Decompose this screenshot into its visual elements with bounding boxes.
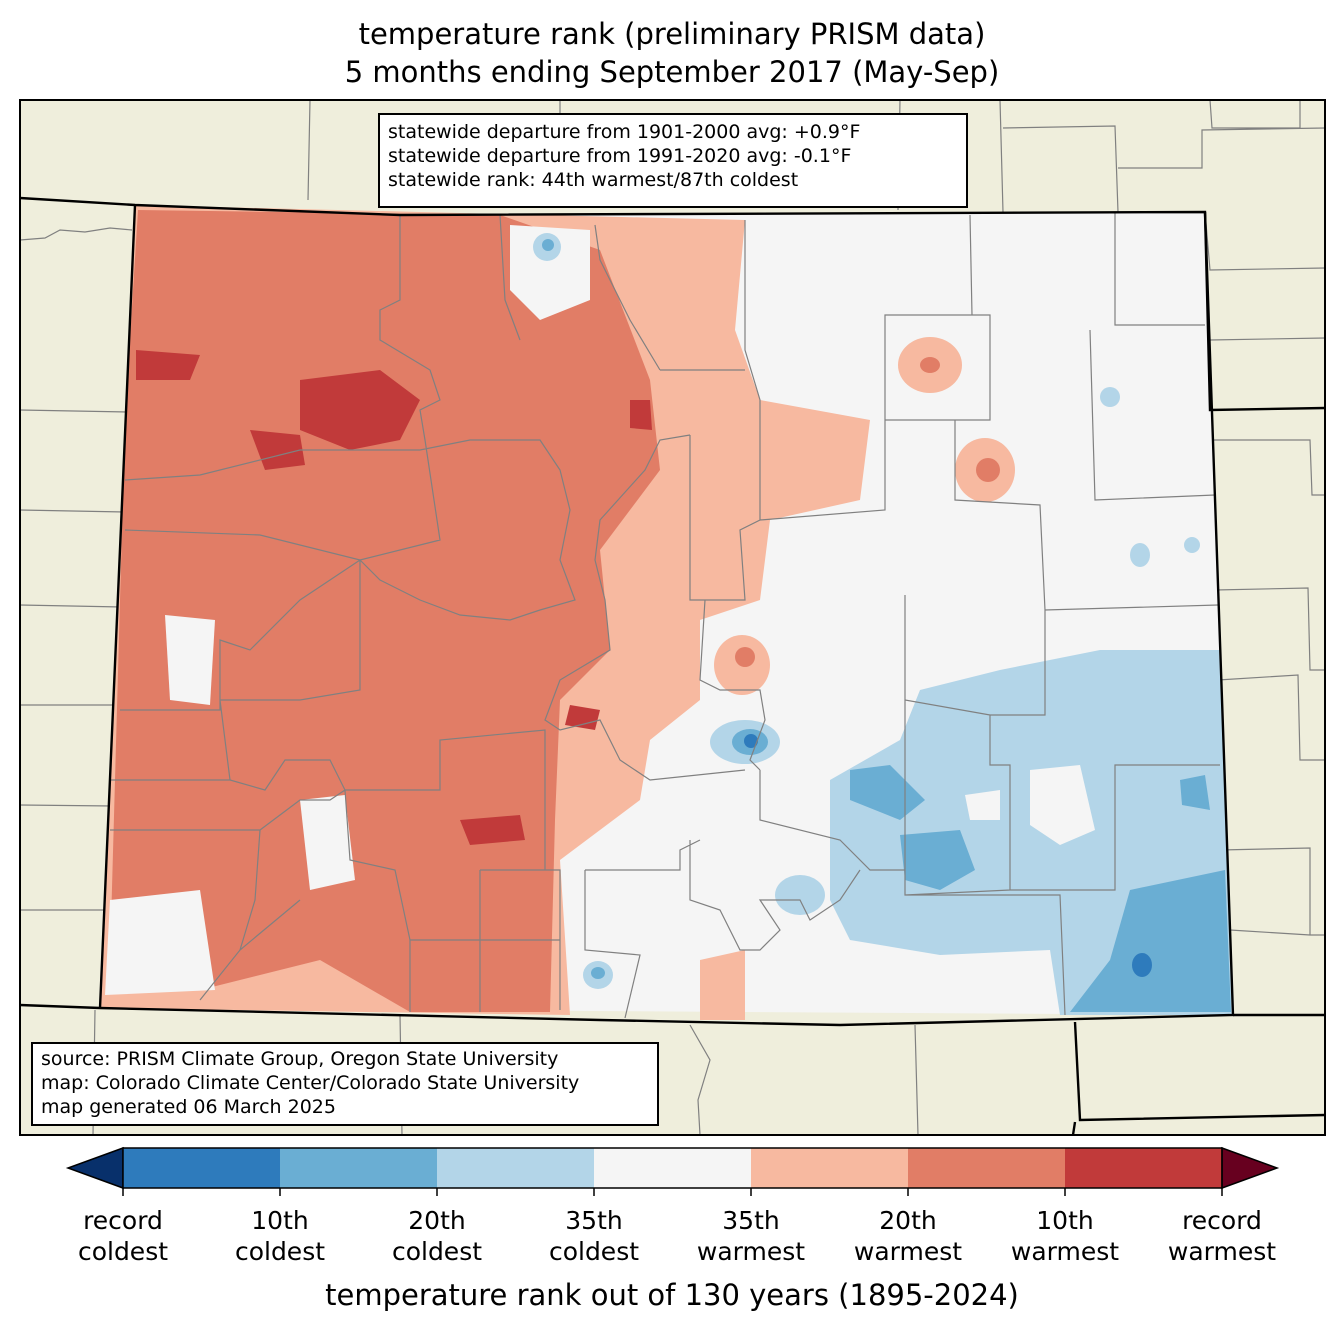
map-title-line1: temperature rank (preliminary PRISM data… [358, 17, 986, 51]
normal-pocket-3 [105, 890, 215, 995]
tick-label-rank: 20th [879, 1206, 937, 1235]
tick-label-rank: 35th [722, 1206, 780, 1235]
warm-region-strong-2 [250, 430, 305, 470]
cool-region-medium-3 [1070, 870, 1231, 1012]
cool-spot-southeast-core [1132, 953, 1152, 977]
colorbar-segment [908, 1148, 1066, 1188]
tick-label-rank: record [1182, 1206, 1262, 1235]
statewide-stats-box: statewide departure from 1901-2000 avg: … [378, 113, 968, 208]
warm-region-strong-6 [630, 400, 652, 430]
cool-spot-east-2 [1184, 537, 1200, 553]
tick-label-rank: 35th [565, 1206, 623, 1235]
warm-spot-central-core [735, 647, 755, 667]
colorbar-tick-label: 10th warmest [990, 1205, 1140, 1267]
colorbar-tick-label: 20th coldest [362, 1205, 512, 1267]
colorbar-segment [280, 1148, 438, 1188]
colorbar-tick-label: 35th coldest [519, 1205, 669, 1267]
map-credit-line: map: Colorado Climate Center/Colorado St… [41, 1072, 580, 1094]
colorbar-ticks [122, 1188, 1223, 1196]
warm-region-strong-1 [300, 370, 420, 450]
colorbar-segment [123, 1148, 281, 1188]
cool-region-medium-1 [850, 765, 925, 820]
county-boundaries [110, 212, 1220, 1019]
tick-label-direction: coldest [234, 1237, 326, 1266]
cool-spot-central-core [744, 734, 758, 748]
colorbar-tick-label: 10th coldest [205, 1205, 355, 1267]
cool-spot-east-3 [1100, 387, 1120, 407]
tick-label-direction: coldest [548, 1237, 640, 1266]
warm-region-strong-4 [460, 815, 525, 845]
colorbar-extend-coldest [65, 1146, 124, 1190]
cool-region-medium-2 [900, 830, 975, 890]
warm-region-strong-5 [565, 705, 600, 730]
warm-spot-south [700, 950, 745, 1020]
tick-label-direction: warmest [1010, 1237, 1120, 1266]
normal-pocket-southeast-2 [965, 790, 1000, 820]
colorbar-segments [65, 1146, 1280, 1190]
tick-label-direction: coldest [77, 1237, 169, 1266]
map-frame [19, 99, 1326, 1136]
colorbar-tick-label: record coldest [48, 1205, 198, 1267]
colorbar-segment [751, 1148, 909, 1188]
colorbar-tick-label: 35th warmest [676, 1205, 826, 1267]
statewide-rank: statewide rank: 44th warmest/87th coldes… [388, 169, 799, 191]
departure-1991-2020: statewide departure from 1991-2020 avg: … [388, 145, 852, 167]
warm-region-strong-3 [136, 350, 200, 380]
departure-1901-2000: statewide departure from 1901-2000 avg: … [388, 121, 861, 143]
colorbar-extend-warmest [1221, 1146, 1280, 1190]
normal-pocket-1 [510, 225, 590, 320]
colorbar-segment [594, 1148, 752, 1188]
state-borders [19, 196, 1326, 1136]
tick-label-rank: 20th [408, 1206, 466, 1235]
tick-label-direction: warmest [853, 1237, 963, 1266]
colorbar-title: temperature rank out of 130 years (1895-… [325, 1278, 1019, 1312]
colorbar-segment [1065, 1148, 1223, 1188]
tick-label-rank: 10th [251, 1206, 309, 1235]
tick-label-rank: record [83, 1206, 163, 1235]
source-line: source: PRISM Climate Group, Oregon Stat… [41, 1048, 559, 1070]
cool-spot-east-1 [1130, 543, 1150, 567]
colorbar-outline [122, 1147, 1223, 1189]
normal-pocket-southeast [1030, 765, 1095, 845]
warm-region-medium [110, 210, 660, 1012]
warm-spot-northeast-1-core [920, 357, 940, 373]
cool-spot-south-1-core [591, 967, 605, 979]
cool-spot-northern-core [542, 239, 554, 251]
map-generated-line: map generated 06 March 2025 [41, 1096, 336, 1118]
tick-label-direction: warmest [1167, 1237, 1277, 1266]
tick-label-direction: warmest [696, 1237, 806, 1266]
tick-label-rank: 10th [1036, 1206, 1094, 1235]
colorbar-tick-label: 20th warmest [833, 1205, 983, 1267]
map-title-line2: 5 months ending September 2017 (May-Sep) [344, 55, 1000, 89]
colorbar-segment [437, 1148, 595, 1188]
colorbar [65, 1146, 1280, 1196]
colorado-temperature-rank-map [19, 99, 1326, 1136]
normal-pocket-2 [165, 615, 215, 705]
warm-spot-northeast-2-core [976, 458, 1000, 482]
tick-label-direction: coldest [391, 1237, 483, 1266]
cool-spot-south-2 [775, 875, 825, 915]
cool-region-medium-4 [1180, 775, 1210, 810]
normal-pocket-4 [300, 795, 355, 890]
source-credits-box: source: PRISM Climate Group, Oregon Stat… [31, 1042, 659, 1126]
colorbar-tick-label: record warmest [1147, 1205, 1297, 1267]
